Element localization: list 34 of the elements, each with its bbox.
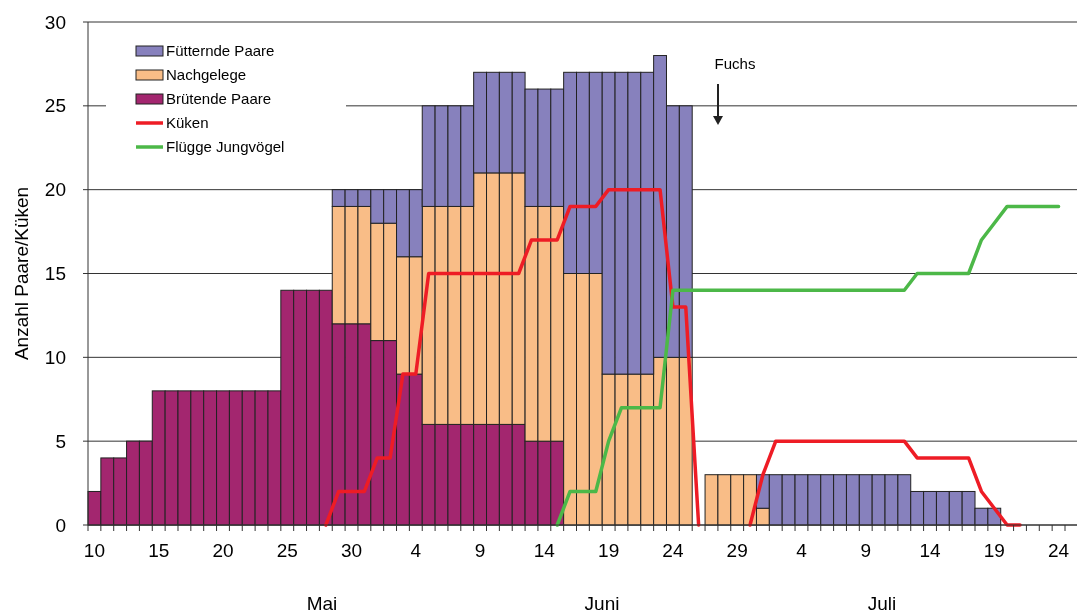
x-tick-label: 29 — [726, 540, 748, 561]
legend-label: Nachgelege — [166, 66, 247, 84]
annotation: Fuchs — [714, 55, 756, 72]
y-tick-label: 20 — [44, 179, 66, 201]
x-tick-label: 10 — [83, 540, 105, 561]
legend-label: Brütende Paare — [166, 90, 272, 108]
y-tick-label: 30 — [44, 11, 66, 33]
legend-label: Fütternde Paare — [166, 42, 275, 60]
x-tick-label: 25 — [276, 540, 298, 561]
y-axis-title: Anzahl Paare/Küken — [11, 186, 32, 361]
x-tick-label: 14 — [919, 540, 942, 561]
y-tick-label: 15 — [44, 263, 66, 285]
x-tick-label: 30 — [340, 540, 363, 561]
x-tick-label: 9 — [860, 540, 872, 561]
x-tick-label: 15 — [148, 540, 170, 561]
x-tick-label: 20 — [212, 540, 234, 561]
line-series — [555, 204, 1061, 527]
y-tick-label: 0 — [55, 514, 66, 536]
x-tick-label: 4 — [410, 540, 422, 561]
y-tick-label: 5 — [55, 430, 66, 452]
legend-label: Flügge Jungvögel — [166, 138, 285, 156]
x-tick-label: 9 — [474, 540, 486, 561]
x-tick-label: 14 — [533, 540, 556, 561]
y-tick-label: 10 — [44, 346, 66, 368]
text: Juni — [584, 593, 620, 614]
x-tick-label: 24 — [662, 540, 684, 561]
legend-label: Küken — [166, 114, 209, 132]
text: Juli — [867, 593, 897, 614]
y-tick-label: 25 — [44, 95, 66, 117]
x-tick-label: 24 — [1048, 540, 1070, 561]
x-tick-label: 19 — [983, 540, 1005, 561]
x-tick-label: 19 — [598, 540, 620, 561]
x-tick-label: 4 — [796, 540, 808, 561]
text: Mai — [306, 593, 338, 614]
